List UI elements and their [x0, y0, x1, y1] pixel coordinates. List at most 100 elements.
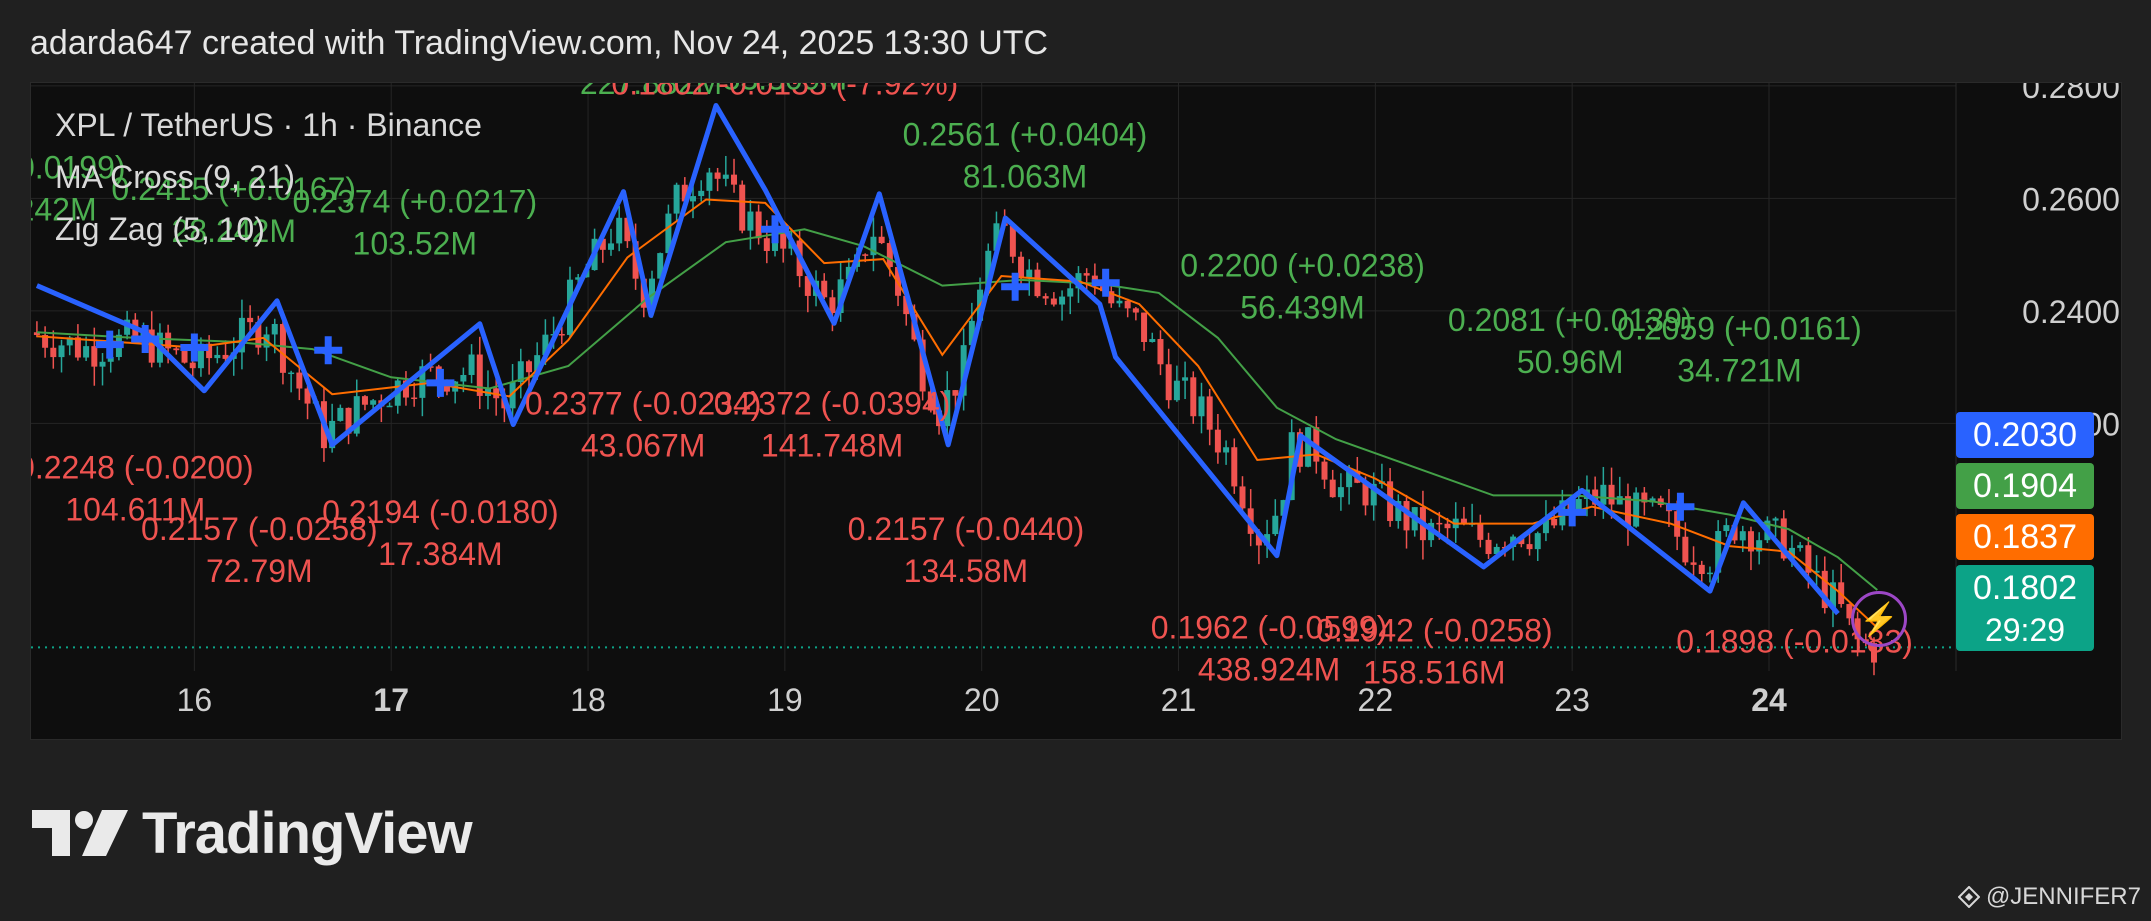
candle-body	[1526, 544, 1533, 550]
candle-body	[575, 277, 582, 280]
candle-body	[353, 396, 360, 434]
candle-body	[83, 346, 90, 358]
candle-body	[698, 190, 705, 197]
pivot-volume-label: 438.924M	[1198, 651, 1340, 687]
candle-body	[673, 184, 680, 214]
candle-body	[1321, 461, 1328, 480]
candle-body	[821, 280, 828, 298]
pivot-volume-label: 17.384M	[378, 536, 503, 572]
ma-cross-marker	[1091, 268, 1120, 297]
x-tick-label: 20	[964, 682, 1000, 718]
candle-body	[1329, 479, 1336, 498]
candle-body	[419, 366, 426, 398]
pivot-volume-label: 53.309M	[723, 83, 848, 97]
candle-body	[1477, 523, 1484, 540]
candle-body	[1214, 429, 1221, 453]
candle-body	[1116, 300, 1123, 304]
legend-symbol[interactable]: XPL / TetherUS · 1h · Binance	[55, 107, 482, 143]
candle-body	[222, 354, 229, 359]
pivot-label: 0.2200 (+0.0238)	[1180, 248, 1425, 284]
ma-fast-price-tag: 0.1837	[1956, 514, 2094, 560]
candle-body	[648, 278, 655, 308]
candle-body	[206, 343, 213, 359]
candle-body	[1682, 536, 1689, 563]
price-change-label: 0.1802 -0.0155 (-7.92%)	[611, 83, 958, 101]
lightning-icon[interactable]: ⚡	[1851, 591, 1907, 647]
candle-body	[288, 372, 295, 375]
legend-ma-cross[interactable]: MA Cross (9, 21)	[55, 159, 296, 195]
candle-body	[247, 317, 254, 323]
pivot-label: 0.1962 (-0.0599)	[1151, 609, 1388, 645]
candle-body	[927, 391, 934, 411]
candle-body	[1124, 300, 1131, 309]
candle-body	[722, 174, 729, 179]
candle-body	[542, 334, 549, 356]
candle-body	[1436, 522, 1443, 525]
zigzag-price-tag: 0.2030	[1956, 412, 2094, 458]
candle-body	[1690, 562, 1697, 565]
candle-body	[1403, 501, 1410, 531]
legend-zigzag[interactable]: Zig Zag (5, 10)	[55, 211, 265, 247]
candle-body	[1715, 531, 1722, 573]
candle-body	[1305, 427, 1312, 467]
candle-body	[1829, 582, 1836, 609]
candle-body	[304, 388, 311, 404]
candle-body	[1624, 496, 1631, 527]
pivot-volume-label: 50.96M	[1517, 344, 1624, 380]
pivot-label: 0.2561 (+0.0404)	[903, 116, 1148, 152]
candle-body	[214, 354, 221, 359]
candle-body	[1756, 540, 1763, 552]
candle-body	[862, 254, 869, 256]
candle-body	[960, 345, 967, 396]
candle-body	[99, 361, 106, 367]
y-tick-label: 0.2600	[2022, 181, 2120, 217]
candle-body	[1157, 339, 1164, 365]
candle-body	[279, 323, 286, 373]
candle-body	[1772, 518, 1779, 521]
candle-body	[1026, 269, 1033, 278]
pivot-volume-label: 141.748M	[761, 427, 903, 463]
candle-body	[1190, 377, 1197, 417]
tradingview-logo: TradingView	[32, 800, 473, 867]
candle-body	[148, 329, 155, 363]
zigzag-line	[35, 103, 1840, 616]
candle-body	[1280, 500, 1287, 516]
candle-body	[1739, 531, 1746, 541]
chart-panel[interactable]: 0.28000.26000.24000.22001617181920212223…	[30, 82, 2122, 740]
pivot-volume-label: 104.611M	[65, 492, 205, 528]
candle-body	[714, 172, 721, 179]
candle-body	[1542, 518, 1549, 534]
x-tick-label: 17	[373, 682, 409, 718]
candle-body	[1042, 296, 1049, 299]
x-tick-label: 22	[1358, 682, 1394, 718]
tradingview-brand: TradingView	[142, 801, 473, 866]
candle-body	[1813, 570, 1820, 573]
candle-body	[1067, 288, 1074, 297]
candle-body	[197, 343, 204, 369]
candle-body	[903, 295, 910, 315]
candle-body	[42, 335, 49, 348]
candle-body	[657, 253, 664, 279]
candle-body	[386, 405, 393, 408]
x-tick-label: 23	[1554, 682, 1590, 718]
pivot-label: 0.2377 (-0.0234)	[525, 385, 762, 421]
candle-body	[1059, 296, 1066, 305]
candle-body	[1608, 484, 1615, 505]
pivot-volume-label: 134.58M	[904, 553, 1029, 589]
pivot-volume-label: 81.063M	[963, 158, 1088, 194]
candle-body	[33, 332, 40, 336]
price-chart[interactable]: 0.28000.26000.24000.22001617181920212223…	[31, 83, 2122, 740]
pivot-volume-label: 72.79M	[206, 553, 313, 589]
last-price-tag: 0.1802	[1956, 565, 2094, 611]
pivot-volume-label: 103.52M	[353, 225, 478, 261]
candle-body	[1239, 486, 1246, 509]
candle-body	[165, 332, 172, 349]
candle-body	[1747, 531, 1754, 552]
candle-body	[1534, 533, 1541, 550]
pivot-volume-label: 56.439M	[1240, 290, 1365, 326]
candle-body	[1223, 447, 1230, 453]
candle-body	[517, 361, 524, 383]
candle-body	[1600, 484, 1607, 505]
pivot-volume-label: 242M	[31, 192, 97, 228]
pivot-label: (+0.0199)	[31, 150, 126, 186]
